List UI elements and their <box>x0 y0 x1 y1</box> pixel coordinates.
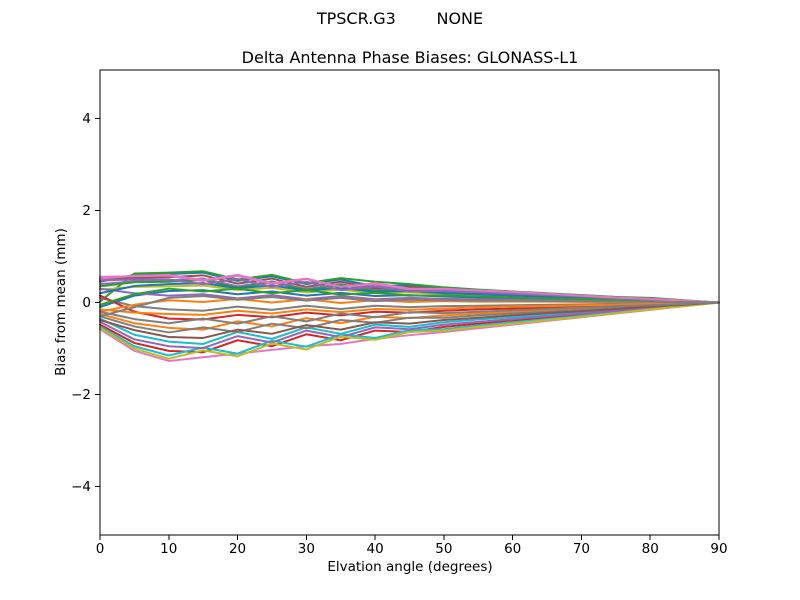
series-line-16 <box>99 301 720 350</box>
series-line-23 <box>99 287 720 306</box>
x-tick-label: 70 <box>573 541 590 557</box>
x-tick-label: 10 <box>160 541 177 557</box>
x-tick-label: 90 <box>710 541 727 557</box>
x-tick-label: 50 <box>435 541 452 557</box>
x-axis-label: Elvation angle (degrees) <box>327 559 493 575</box>
y-tick-label: 4 <box>82 111 91 127</box>
x-tick-label: 20 <box>229 541 246 557</box>
y-tick-label: −2 <box>71 387 91 403</box>
series-line-24 <box>99 301 720 339</box>
y-tick-label: −4 <box>71 479 91 495</box>
x-tick-label: 80 <box>642 541 659 557</box>
y-tick-label: 0 <box>82 295 91 311</box>
series-line-26 <box>99 301 720 325</box>
series-line-20 <box>99 301 720 360</box>
y-tick-label: 2 <box>82 203 91 219</box>
x-tick-label: 60 <box>504 541 521 557</box>
series-line-27 <box>99 273 720 304</box>
chart-title: Delta Antenna Phase Biases: GLONASS-L1 <box>241 48 579 67</box>
y-axis-label: Bias from mean (mm) <box>53 228 69 376</box>
x-tick-label: 0 <box>96 541 105 557</box>
series-line-28 <box>99 295 720 318</box>
x-tick-label: 40 <box>367 541 384 557</box>
series-line-22 <box>99 301 720 316</box>
figure-suptitle: TPSCR.G3 NONE <box>316 9 484 28</box>
x-tick-label: 30 <box>298 541 315 557</box>
